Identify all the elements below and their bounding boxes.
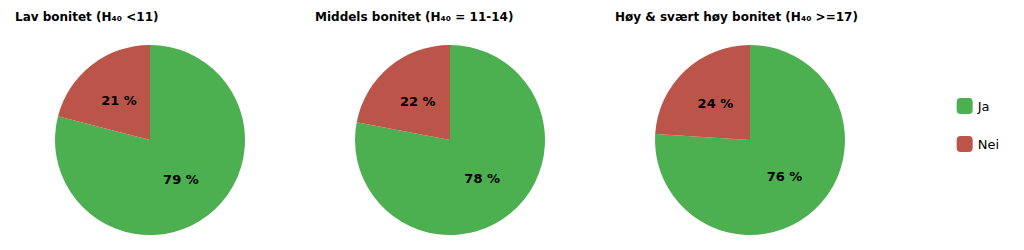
svg-text:24 %: 24 % [698, 96, 734, 111]
svg-text:22 %: 22 % [400, 94, 436, 109]
svg-text:Nei: Nei [978, 137, 999, 152]
svg-text:Ja: Ja [977, 99, 990, 114]
svg-text:78 %: 78 % [464, 171, 500, 186]
svg-text:Lav bonitet (H₄₀ <11): Lav bonitet (H₄₀ <11) [15, 10, 158, 24]
svg-text:Middels bonitet (H₄₀ = 11-14): Middels bonitet (H₄₀ = 11-14) [315, 10, 513, 24]
svg-text:76 %: 76 % [767, 169, 803, 184]
svg-text:21 %: 21 % [101, 93, 137, 108]
svg-text:Høy & svært høy bonitet (H₄₀ >: Høy & svært høy bonitet (H₄₀ >=17) [615, 10, 858, 24]
svg-text:79 %: 79 % [163, 172, 199, 187]
